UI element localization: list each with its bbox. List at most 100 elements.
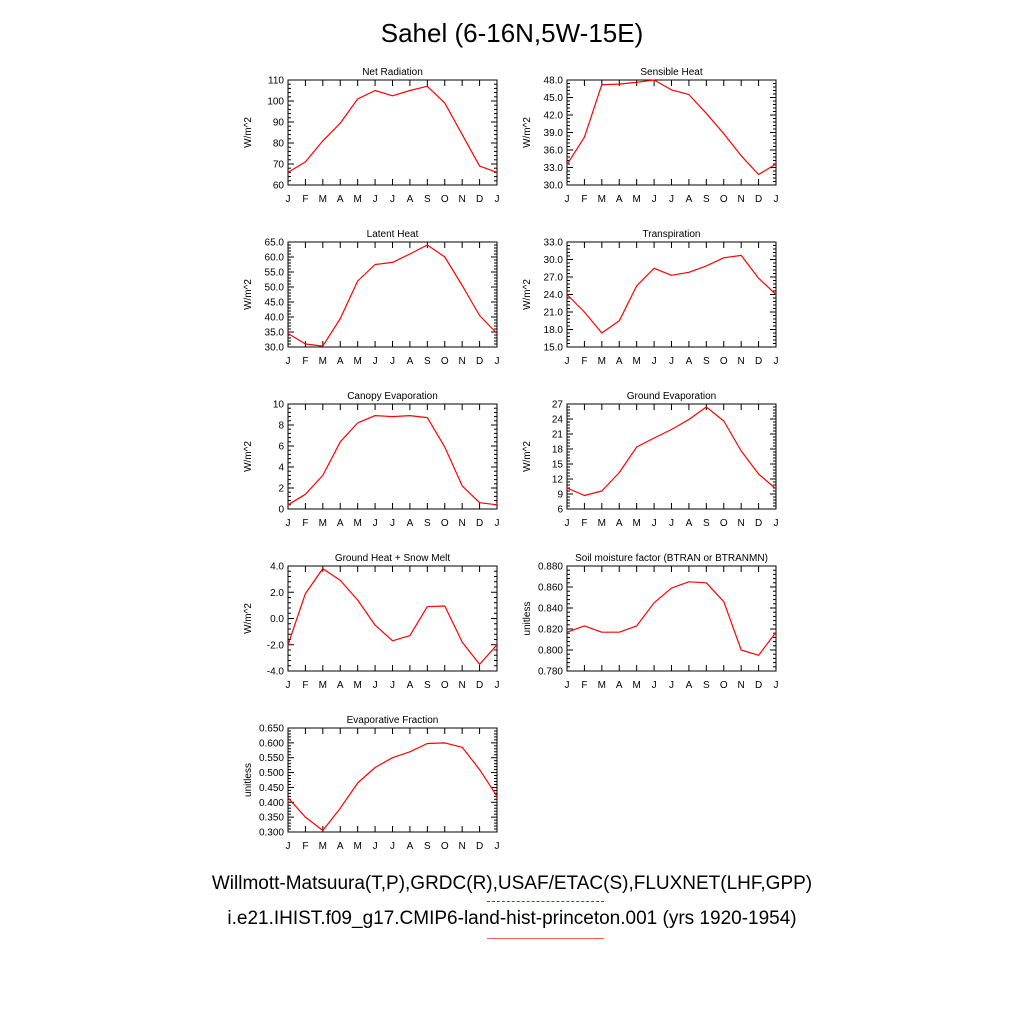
panel-title: Sensible Heat (640, 67, 702, 78)
x-tick-label: J (495, 356, 500, 367)
x-tick-label: S (424, 194, 431, 205)
y-tick-label: 12 (552, 475, 564, 486)
x-tick-label: M (319, 680, 327, 691)
y-tick-label: 33.0 (544, 238, 564, 249)
x-tick-label: J (373, 194, 378, 205)
y-tick-label: 0.650 (259, 724, 284, 735)
y-tick-label: 40.0 (265, 313, 285, 324)
panel-title: Ground Heat + Snow Melt (335, 553, 451, 564)
x-tick-label: N (738, 194, 745, 205)
x-tick-label: N (738, 518, 745, 529)
x-tick-label: J (565, 518, 570, 529)
x-tick-label: A (686, 356, 693, 367)
y-tick-label: 0.0 (270, 614, 284, 625)
y-tick-label: 80 (273, 139, 285, 150)
panel-4: Transpiration 15.0 18.0 21.0 24.0 27.0 30.0 33.… (522, 229, 779, 367)
y-tick-label: 0.450 (259, 783, 284, 794)
y-tick-label: 42.0 (544, 111, 564, 122)
y-tick-label: 0.600 (259, 738, 284, 749)
series-line (566, 79, 777, 176)
y-tick-label: 110 (268, 76, 284, 87)
y-tick-label: 0.300 (259, 828, 284, 839)
legend-observations-label: Willmott-Matsuura(T,P),GRDC(R),USAF/ETAC… (211, 873, 813, 894)
legend-model-label: i.e21.IHIST.f09_g17.CMIP6-land-hist-prin… (227, 908, 797, 929)
x-tick-label: J (286, 841, 291, 852)
x-tick-label: J (565, 356, 570, 367)
x-tick-label: J (390, 356, 395, 367)
y-axis-label: W/m^2 (243, 441, 254, 472)
y-tick-label: 39.0 (544, 128, 564, 139)
y-axis-label: W/m^2 (522, 441, 533, 472)
panel-8: Soil moisture factor (BTRAN or BTRANMN) 0… (522, 553, 779, 691)
y-axis-label: W/m^2 (522, 117, 533, 148)
x-tick-label: F (302, 518, 308, 529)
x-tick-label: S (424, 680, 431, 691)
x-tick-label: D (755, 356, 762, 367)
x-tick-label: A (407, 518, 414, 529)
y-tick-label: 6 (557, 505, 563, 516)
series-line (566, 406, 777, 497)
y-tick-label: 27.0 (544, 273, 564, 284)
y-tick-label: 4 (278, 463, 284, 474)
y-tick-label: 30.0 (544, 181, 564, 192)
y-tick-label: 0.820 (538, 625, 563, 636)
y-tick-label: 0 (278, 505, 284, 516)
y-tick-label: 8 (278, 421, 284, 432)
plot-frame (566, 565, 777, 672)
x-tick-label: A (686, 518, 693, 529)
x-tick-label: M (353, 518, 361, 529)
x-tick-label: D (755, 194, 762, 205)
x-tick-label: A (616, 518, 623, 529)
y-tick-label: 60 (273, 181, 285, 192)
x-tick-label: A (616, 194, 623, 205)
y-tick-label: 35.0 (265, 328, 285, 339)
y-tick-label: 33.0 (544, 163, 564, 174)
x-tick-label: S (703, 356, 710, 367)
x-tick-label: J (286, 518, 291, 529)
y-tick-label: 60.0 (265, 253, 285, 264)
legend-observations-swatch (487, 901, 604, 902)
y-axis-label: W/m^2 (522, 279, 533, 310)
x-tick-label: J (390, 194, 395, 205)
x-tick-label: M (598, 518, 606, 529)
y-tick-label: 30.0 (265, 343, 285, 354)
x-tick-label: J (652, 356, 657, 367)
x-tick-label: D (476, 518, 483, 529)
y-tick-label: 45.0 (265, 298, 285, 309)
y-axis-label: W/m^2 (243, 603, 254, 634)
x-tick-label: J (652, 194, 657, 205)
y-tick-label: 15.0 (544, 343, 564, 354)
y-tick-label: 21 (552, 430, 564, 441)
x-tick-label: D (755, 518, 762, 529)
x-tick-label: M (319, 194, 327, 205)
x-tick-label: O (720, 518, 728, 529)
x-tick-label: J (286, 194, 291, 205)
x-tick-label: J (669, 518, 674, 529)
x-tick-label: A (337, 356, 344, 367)
x-tick-label: O (441, 356, 449, 367)
y-tick-label: 18.0 (544, 325, 564, 336)
x-tick-label: M (598, 194, 606, 205)
x-tick-label: A (616, 356, 623, 367)
panel-title: Canopy Evaporation (347, 391, 438, 402)
y-tick-label: 0.800 (538, 646, 563, 657)
x-tick-label: J (495, 194, 500, 205)
x-tick-label: J (373, 518, 378, 529)
x-tick-label: N (738, 680, 745, 691)
plot-frame (287, 727, 498, 833)
panel-title: Evaporative Fraction (347, 715, 439, 726)
figure-title: Sahel (6-16N,5W-15E) (380, 18, 644, 48)
y-tick-label: 0.860 (538, 583, 563, 594)
series-line (287, 244, 498, 347)
panel-title: Soil moisture factor (BTRAN or BTRANMN) (575, 553, 768, 564)
x-tick-label: F (581, 518, 587, 529)
x-tick-label: J (774, 518, 779, 529)
series-line (566, 581, 777, 656)
x-tick-label: S (703, 680, 710, 691)
x-tick-label: M (353, 680, 361, 691)
y-tick-label: 27 (552, 400, 564, 411)
x-tick-label: A (337, 518, 344, 529)
x-tick-label: F (581, 680, 587, 691)
